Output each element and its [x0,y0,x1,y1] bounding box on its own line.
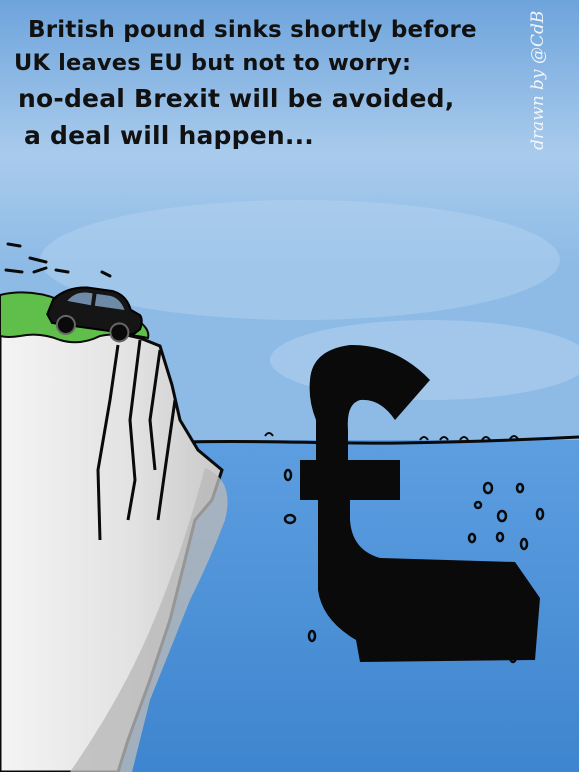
cloud-wash [40,200,560,320]
artist-signature: drawn by @CdB [528,10,548,150]
taxi-icon [46,286,143,343]
speed-lines [4,242,112,278]
caption-line-1: British pound sinks shortly before [28,17,477,43]
wave-marks [264,432,519,441]
caption: British pound sinks shortly before UK le… [14,14,544,154]
caption-line-2: UK leaves EU but not to worry: [14,50,412,76]
caption-line-3: no-deal Brexit will be avoided, [18,84,455,113]
cliff-crevices [96,339,177,541]
bubble-icon [283,468,545,664]
cliff-shadow [70,468,228,772]
horizon-line [189,435,579,445]
caption-line-4: a deal will happen... [24,121,314,150]
pound-sign-icon [300,344,540,662]
